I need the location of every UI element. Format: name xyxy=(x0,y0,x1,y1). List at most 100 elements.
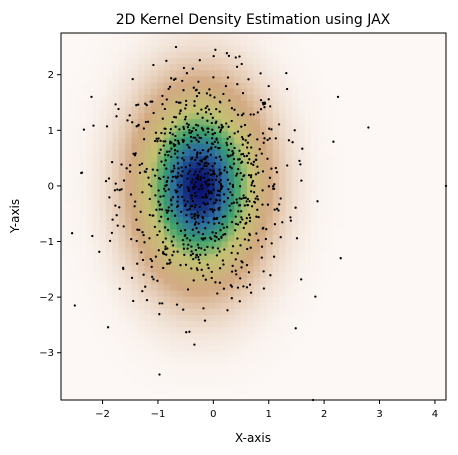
data-point xyxy=(218,199,222,202)
heatmap-cell xyxy=(298,167,306,175)
heatmap-cell xyxy=(407,155,415,163)
data-point xyxy=(245,146,249,149)
heatmap-cell xyxy=(381,88,389,95)
heatmap-cell xyxy=(112,265,120,273)
data-point xyxy=(167,188,170,191)
heatmap-cell xyxy=(157,314,165,322)
data-point xyxy=(251,179,255,183)
data-point xyxy=(270,242,273,245)
heatmap-cell xyxy=(144,75,152,83)
heatmap-cell xyxy=(163,130,171,138)
heatmap-cell xyxy=(189,314,197,322)
heatmap-cell xyxy=(330,179,338,187)
data-point xyxy=(197,162,200,165)
heatmap-cell xyxy=(407,198,415,205)
heatmap-cell xyxy=(176,112,184,120)
heatmap-cell xyxy=(388,143,396,150)
heatmap-cell xyxy=(388,326,396,334)
heatmap-cell xyxy=(227,149,235,156)
heatmap-cell xyxy=(253,344,261,352)
heatmap-cell xyxy=(170,387,178,395)
heatmap-cell xyxy=(182,381,190,389)
data-point xyxy=(238,204,242,207)
heatmap-cell xyxy=(227,179,235,187)
heatmap-cell xyxy=(311,167,319,175)
data-point xyxy=(236,223,240,226)
heatmap-cell xyxy=(176,39,184,46)
heatmap-cell xyxy=(240,130,248,138)
heatmap-cell xyxy=(279,88,287,95)
heatmap-cell xyxy=(279,204,287,211)
heatmap-cell xyxy=(125,357,133,364)
heatmap-cell xyxy=(266,155,274,163)
heatmap-cell xyxy=(73,332,81,340)
data-point xyxy=(115,214,118,217)
heatmap-cell xyxy=(349,69,357,77)
heatmap-cell xyxy=(336,302,344,309)
heatmap-cell xyxy=(298,228,306,236)
heatmap-cell xyxy=(80,204,88,211)
heatmap-cell xyxy=(86,106,94,114)
heatmap-cell xyxy=(112,63,120,71)
heatmap-cell xyxy=(439,124,447,132)
data-point xyxy=(189,254,193,257)
heatmap-cell xyxy=(381,57,389,65)
heatmap-cell xyxy=(362,100,370,107)
heatmap-cell xyxy=(202,253,210,260)
heatmap-cell xyxy=(375,81,383,89)
data-point xyxy=(174,116,178,119)
heatmap-cell xyxy=(272,112,280,120)
heatmap-cell xyxy=(118,192,126,199)
heatmap-cell xyxy=(240,369,248,377)
heatmap-cell xyxy=(394,94,402,101)
heatmap-cell xyxy=(349,344,357,352)
heatmap-cell xyxy=(311,259,319,267)
heatmap-cell xyxy=(349,296,357,303)
heatmap-cell xyxy=(125,332,133,340)
heatmap-cell xyxy=(266,63,274,71)
heatmap-cell xyxy=(388,320,396,328)
heatmap-cell xyxy=(176,332,184,340)
heatmap-cell xyxy=(157,161,165,169)
data-point xyxy=(150,184,153,188)
heatmap-cell xyxy=(86,271,94,279)
heatmap-cell xyxy=(388,100,396,107)
heatmap-cell xyxy=(266,363,274,371)
heatmap-cell xyxy=(125,210,133,218)
heatmap-cell xyxy=(324,198,332,205)
heatmap-cell xyxy=(259,39,267,46)
heatmap-cell xyxy=(80,240,88,248)
heatmap-cell xyxy=(215,344,223,352)
heatmap-cell xyxy=(266,33,274,40)
heatmap-cell xyxy=(93,198,101,205)
heatmap-cell xyxy=(144,88,152,95)
heatmap-cell xyxy=(131,363,139,371)
heatmap-cell xyxy=(138,357,146,364)
heatmap-cell xyxy=(272,81,280,89)
heatmap-cell xyxy=(407,106,415,114)
heatmap-cell xyxy=(272,100,280,107)
heatmap-cell xyxy=(125,228,133,236)
heatmap-cell xyxy=(401,271,409,279)
heatmap-cell xyxy=(401,387,409,395)
heatmap-cell xyxy=(298,136,306,144)
heatmap-cell xyxy=(324,39,332,46)
data-point xyxy=(116,224,119,227)
data-point xyxy=(179,263,182,267)
heatmap-cell xyxy=(401,33,409,40)
heatmap-cell xyxy=(298,179,306,187)
heatmap-cell xyxy=(336,149,344,156)
heatmap-cell xyxy=(388,259,396,267)
data-point xyxy=(241,138,245,141)
heatmap-cell xyxy=(138,143,146,150)
heatmap-cell xyxy=(131,393,139,401)
heatmap-cell xyxy=(253,45,261,52)
heatmap-cell xyxy=(112,332,120,340)
heatmap-cell xyxy=(349,75,357,83)
heatmap-cell xyxy=(279,344,287,352)
data-point xyxy=(170,147,173,150)
heatmap-cell xyxy=(375,351,383,358)
heatmap-cell xyxy=(138,130,146,138)
heatmap-cell xyxy=(163,247,171,254)
heatmap-cell xyxy=(125,326,133,334)
